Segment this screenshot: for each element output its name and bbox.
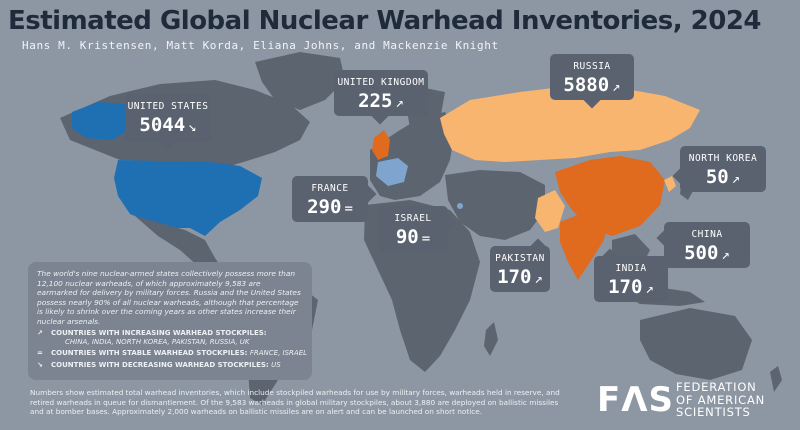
legend-decreasing: ↘ COUNTRIES WITH DECREASING WARHEAD STOCK… xyxy=(37,361,303,370)
country-name: NORTH KOREA xyxy=(688,153,758,164)
stable-equals-icon: = xyxy=(421,231,431,247)
callout-india: INDIA 170 ↗ xyxy=(594,248,668,302)
authors-line: Hans M. Kristensen, Matt Korda, Eliana J… xyxy=(22,39,499,52)
callout-israel: ISRAEL 90 = xyxy=(378,206,457,252)
fas-logo: FΛS xyxy=(597,380,675,420)
org-line-3: SCIENTISTS xyxy=(676,405,751,419)
stable-equals-icon: = xyxy=(37,349,43,357)
footnote: Numbers show estimated total warhead inv… xyxy=(30,388,560,416)
united-states-shape xyxy=(114,160,262,236)
legend-stable-list: FRANCE, ISRAEL xyxy=(249,349,308,357)
alaska-land xyxy=(72,102,132,140)
legend-increasing: ↗ COUNTRIES WITH INCREASING WARHEAD STOCK… xyxy=(37,329,303,338)
country-name: UNITED KINGDOM xyxy=(337,77,425,88)
new-zealand-land xyxy=(770,366,782,392)
country-name: CHINA xyxy=(691,229,723,240)
decreasing-arrow-icon: ↘ xyxy=(188,119,197,135)
france-shape xyxy=(376,158,408,186)
org-line-1: FEDERATION xyxy=(676,380,757,394)
country-name: ISRAEL xyxy=(394,213,432,224)
legend-stable: = COUNTRIES WITH STABLE WARHEAD STOCKPILE… xyxy=(37,349,307,358)
stable-equals-icon: = xyxy=(344,201,353,217)
warhead-count: 5880 xyxy=(563,74,610,96)
page-title: Estimated Global Nuclear Warhead Invento… xyxy=(8,6,762,36)
middle-east-land xyxy=(445,170,545,240)
organization-name: FEDERATION OF AMERICAN SCIENTISTS xyxy=(676,381,765,419)
legend-decreasing-list: US xyxy=(271,361,281,369)
callout-china: CHINA 500 ↗ xyxy=(656,222,750,268)
increasing-arrow-icon: ↗ xyxy=(534,271,543,287)
warhead-count: 290 xyxy=(307,196,342,218)
pakistan-shape xyxy=(535,190,565,232)
israel-shape xyxy=(457,203,463,209)
callout-united-states: UNITED STATES 5044 ↘ xyxy=(125,94,211,151)
org-line-2: OF AMERICAN xyxy=(676,392,766,407)
summary-paragraph: The world's nine nuclear-armed states co… xyxy=(37,269,301,326)
summary-panel: The world's nine nuclear-armed states co… xyxy=(28,262,312,380)
country-name: PAKISTAN xyxy=(495,253,545,264)
mexico-land xyxy=(135,216,225,276)
increasing-arrow-icon: ↗ xyxy=(731,171,741,187)
callout-north-korea: NORTH KOREA 50 ↗ xyxy=(672,146,766,192)
increasing-arrow-icon: ↗ xyxy=(645,281,654,297)
warhead-count: 50 xyxy=(705,166,729,188)
legend-stable-label: COUNTRIES WITH STABLE WARHEAD STOCKPILES… xyxy=(51,349,248,357)
warhead-count: 225 xyxy=(358,90,393,112)
callout-russia: RUSSIA 5880 ↗ xyxy=(550,54,634,109)
increasing-arrow-icon: ↗ xyxy=(395,95,404,111)
callout-france: FRANCE 290 = xyxy=(292,176,377,222)
country-name: UNITED STATES xyxy=(127,101,209,112)
warhead-count: 5044 xyxy=(139,114,186,136)
warhead-count: 170 xyxy=(497,266,532,288)
united-kingdom-shape xyxy=(372,130,390,160)
australia-land xyxy=(640,308,752,380)
country-name: FRANCE xyxy=(311,183,349,194)
legend-decreasing-label: COUNTRIES WITH DECREASING WARHEAD STOCKP… xyxy=(51,361,269,369)
increasing-arrow-icon: ↗ xyxy=(37,329,43,337)
country-name: RUSSIA xyxy=(573,61,611,72)
callout-pakistan: PAKISTAN 170 ↗ xyxy=(490,238,550,292)
warhead-count: 500 xyxy=(684,242,719,264)
callout-united-kingdom: UNITED KINGDOM 225 ↗ xyxy=(334,70,428,125)
russia-shape xyxy=(440,86,700,162)
increasing-arrow-icon: ↗ xyxy=(721,247,730,263)
greenland-land xyxy=(255,52,345,110)
legend-increasing-list: CHINA, INDIA, NORTH KOREA, PAKISTAN, RUS… xyxy=(65,338,250,346)
increasing-arrow-icon: ↗ xyxy=(612,79,621,95)
decreasing-arrow-icon: ↘ xyxy=(37,361,43,369)
madagascar-land xyxy=(484,322,498,356)
china-shape xyxy=(555,156,665,236)
country-name: INDIA xyxy=(615,263,647,274)
warhead-count: 90 xyxy=(395,226,419,248)
warhead-count: 170 xyxy=(608,276,643,298)
north-korea-shape xyxy=(664,176,676,192)
legend-increasing-label: COUNTRIES WITH INCREASING WARHEAD STOCKP… xyxy=(51,329,267,337)
